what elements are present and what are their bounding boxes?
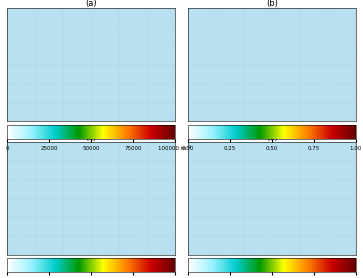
Title: (c): (c) [85,133,97,142]
Title: (a): (a) [85,0,97,8]
Title: (d): (d) [266,133,278,142]
Title: (b): (b) [266,0,278,8]
